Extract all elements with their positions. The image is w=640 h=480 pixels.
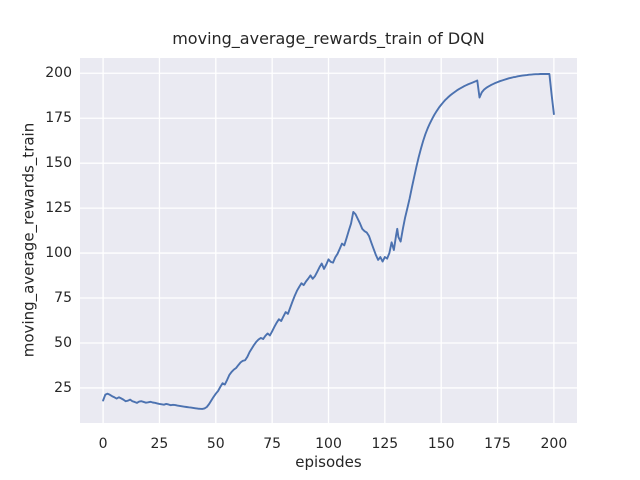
x-tick-label: 200 (540, 436, 568, 452)
x-tick-label: 150 (427, 436, 455, 452)
x-tick-label: 75 (263, 436, 282, 452)
y-tick-label: 75 (54, 290, 72, 307)
y-tick-label: 150 (45, 155, 72, 172)
x-tick-label: 100 (315, 436, 342, 452)
x-tick-label: 0 (98, 436, 108, 452)
y-tick-label: 175 (45, 110, 72, 127)
plot-svg (80, 58, 577, 423)
gridlines (80, 58, 577, 423)
x-tick-label: 125 (371, 436, 399, 452)
series-line (102, 73, 555, 410)
y-tick-label: 100 (45, 245, 72, 262)
x-tick-label: 25 (150, 436, 169, 452)
y-tick-label: 25 (54, 379, 72, 396)
x-axis-label: episodes (295, 453, 362, 471)
y-tick-label: 200 (45, 65, 72, 82)
chart-title: moving_average_rewards_train of DQN (172, 29, 485, 48)
x-tick-label: 175 (484, 436, 511, 452)
plot-area (80, 58, 577, 423)
y-tick-label: 50 (54, 334, 72, 351)
y-tick-label: 125 (45, 200, 72, 217)
y-axis-label: moving_average_rewards_train (19, 122, 38, 358)
x-tick-label: 50 (206, 436, 225, 452)
